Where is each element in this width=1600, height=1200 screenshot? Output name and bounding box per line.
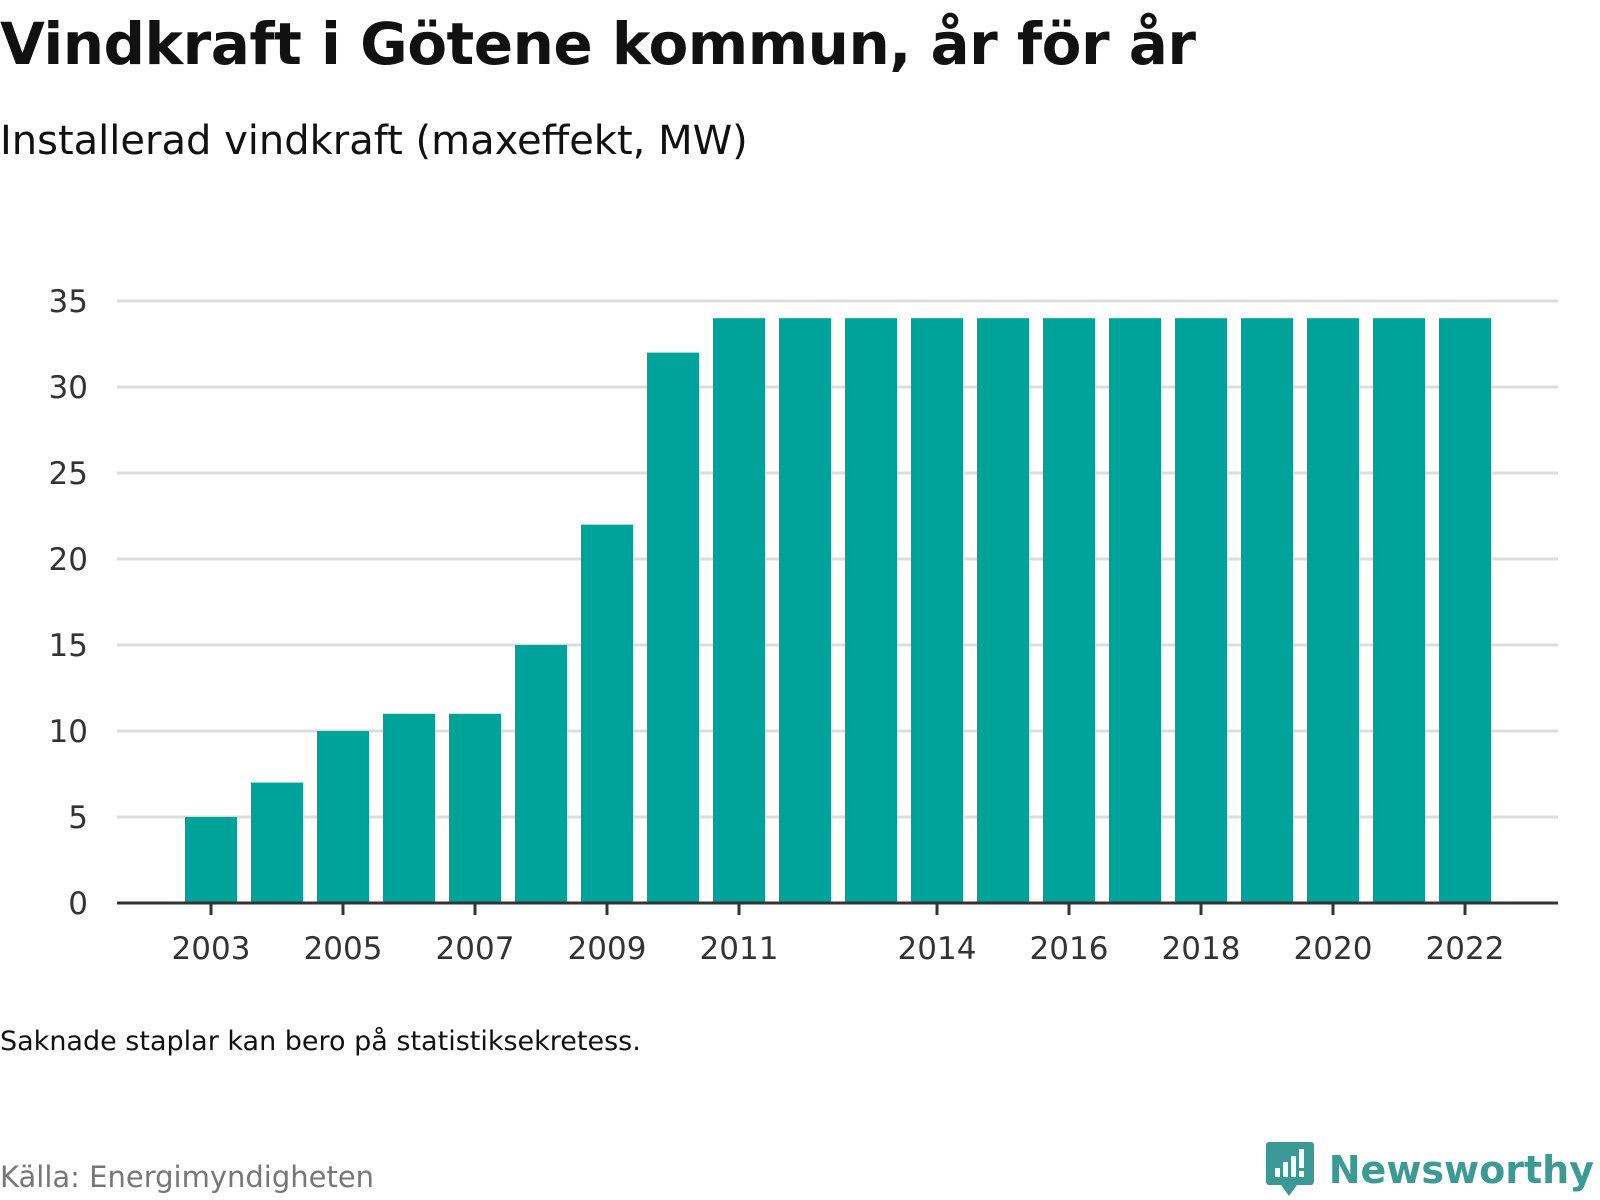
bar-chart: 0 5 10 15 20 25 30 35 2003 2005 2007 2009 2011 2014 20… xyxy=(49,284,1558,967)
bar-2006 xyxy=(383,713,435,903)
bar-2017 xyxy=(1109,318,1161,903)
bar-2013 xyxy=(845,318,897,903)
bar-2019 xyxy=(1241,318,1293,903)
chart-note: Saknade staplar kan bero på statistiksek… xyxy=(0,1026,641,1057)
y-tick-label-5: 5 xyxy=(68,800,88,836)
newsworthy-logo-icon xyxy=(1265,1142,1314,1196)
bars xyxy=(185,318,1491,904)
y-tick-label-35: 35 xyxy=(49,284,88,320)
x-tick-label-2003: 2003 xyxy=(172,931,251,967)
bar-2011 xyxy=(713,318,765,903)
bar-2018 xyxy=(1175,318,1227,903)
bar-2015 xyxy=(977,318,1029,903)
bar-2020 xyxy=(1307,318,1359,903)
x-tick-label-2005: 2005 xyxy=(304,931,383,967)
bar-2003 xyxy=(185,817,237,903)
x-tick-label-2020: 2020 xyxy=(1294,931,1373,967)
y-tick-label-0: 0 xyxy=(68,886,88,922)
x-tick-label-2014: 2014 xyxy=(898,931,977,967)
axes xyxy=(117,901,1558,915)
x-tick-label-2016: 2016 xyxy=(1030,931,1109,967)
bar-2022 xyxy=(1439,318,1491,903)
y-tick-label-25: 25 xyxy=(49,456,88,492)
y-tick-label-10: 10 xyxy=(49,714,88,750)
chart-title: Vindkraft i Götene kommun, år för år xyxy=(0,10,1196,78)
bar-2005 xyxy=(317,731,369,903)
bar-2010 xyxy=(647,352,699,904)
bar-2009 xyxy=(581,524,633,903)
x-tick-label-2011: 2011 xyxy=(700,931,779,967)
bar-2014 xyxy=(911,318,963,903)
x-tick-label-2007: 2007 xyxy=(436,931,515,967)
source-label: Källa: Energimyndigheten xyxy=(0,1160,375,1194)
brand-logo: Newsworthy xyxy=(1265,1140,1594,1200)
bar-2016 xyxy=(1043,318,1095,903)
y-tick-label-15: 15 xyxy=(49,628,88,664)
bar-2004 xyxy=(251,782,303,903)
x-tick-label-2009: 2009 xyxy=(568,931,647,967)
bar-2008 xyxy=(515,645,567,903)
brand-name: Newsworthy xyxy=(1328,1148,1594,1192)
y-tick-label-30: 30 xyxy=(49,370,88,406)
y-tick-label-20: 20 xyxy=(49,542,88,578)
bar-2021 xyxy=(1373,318,1425,903)
bar-2012 xyxy=(779,318,831,903)
x-tick-label-2022: 2022 xyxy=(1426,931,1505,967)
tick-labels: 0 5 10 15 20 25 30 35 2003 2005 2007 2009 2011 2014 20… xyxy=(49,284,1505,967)
bar-2007 xyxy=(449,713,501,903)
chart-subtitle: Installerad vindkraft (maxeffekt, MW) xyxy=(0,118,748,164)
x-tick-label-2018: 2018 xyxy=(1162,931,1241,967)
